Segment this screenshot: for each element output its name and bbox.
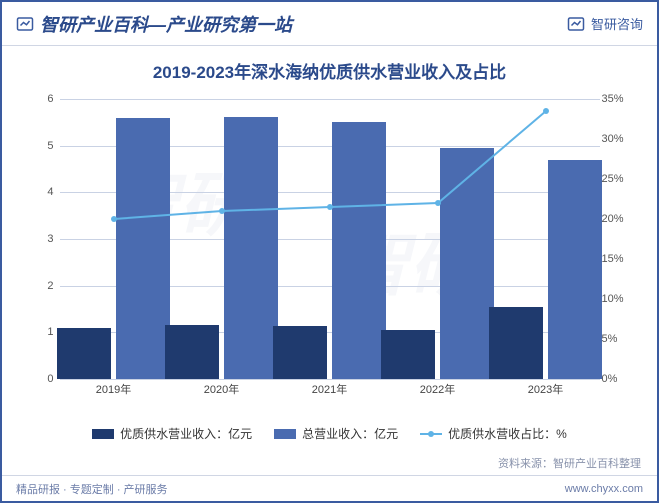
footer-right: www.chyxx.com <box>565 483 643 495</box>
header: 智研产业百科—产业研究第一站 智研咨询 <box>2 2 657 46</box>
footer: 精品研报 · 专题定制 · 产研服务 www.chyxx.com <box>2 475 657 501</box>
legend-label-bar1: 优质供水营业收入：亿元 <box>120 425 252 442</box>
legend-label-bar2: 总营业收入：亿元 <box>302 425 398 442</box>
line-point <box>543 108 549 114</box>
line-point <box>435 200 441 206</box>
ytick-left: 2 <box>24 280 54 292</box>
footer-left: 精品研报 · 专题定制 · 产研服务 <box>16 481 168 497</box>
legend-swatch-bar1 <box>92 429 114 439</box>
ytick-left: 0 <box>24 373 54 385</box>
ytick-left: 5 <box>24 140 54 152</box>
legend-swatch-bar2 <box>274 429 296 439</box>
ytick-right: 5% <box>602 333 638 345</box>
header-left: 智研产业百科—产业研究第一站 <box>16 11 292 37</box>
header-title: 智研产业百科—产业研究第一站 <box>40 11 292 37</box>
line-layer <box>60 99 600 379</box>
ytick-right: 35% <box>602 93 638 105</box>
y-axis-right: 0%5%10%15%20%25%30%35% <box>600 99 640 379</box>
line-point <box>111 216 117 222</box>
xtick: 2019年 <box>96 381 131 397</box>
legend-item-bar1: 优质供水营业收入：亿元 <box>92 425 252 442</box>
line-point <box>327 204 333 210</box>
line-ratio <box>114 111 546 219</box>
xtick: 2022年 <box>420 381 455 397</box>
ytick-left: 1 <box>24 326 54 338</box>
brand-label: 智研咨询 <box>591 14 643 33</box>
y-axis-left: 0123456 <box>20 99 56 379</box>
xtick: 2021年 <box>312 381 347 397</box>
ytick-left: 4 <box>24 186 54 198</box>
source-line: 资料来源：智研产业百科整理 <box>498 455 641 471</box>
brand-icon <box>567 15 585 33</box>
ytick-left: 6 <box>24 93 54 105</box>
chart-area: 智研 智研 0123456 0%5%10%15%20%25%30%35% 201… <box>20 89 640 419</box>
line-point <box>219 208 225 214</box>
logo-icon <box>16 15 34 33</box>
chart-container: 智研产业百科—产业研究第一站 智研咨询 2019-2023年深水海纳优质供水营业… <box>0 0 659 503</box>
legend-item-bar2: 总营业收入：亿元 <box>274 425 398 442</box>
ytick-right: 25% <box>602 173 638 185</box>
ytick-right: 0% <box>602 373 638 385</box>
chart-title: 2019-2023年深水海纳优质供水营业收入及占比 <box>2 46 657 89</box>
xtick: 2023年 <box>528 381 563 397</box>
header-brand: 智研咨询 <box>567 14 643 33</box>
ytick-right: 20% <box>602 213 638 225</box>
ytick-right: 15% <box>602 253 638 265</box>
ytick-right: 10% <box>602 293 638 305</box>
x-axis: 2019年 2020年 2021年 2022年 2023年 <box>60 381 600 401</box>
legend-label-line: 优质供水营收占比：% <box>448 425 567 442</box>
plot-area <box>60 99 600 379</box>
legend: 优质供水营业收入：亿元 总营业收入：亿元 优质供水营收占比：% <box>2 419 657 446</box>
legend-swatch-line <box>420 433 442 435</box>
ytick-right: 30% <box>602 133 638 145</box>
legend-item-line: 优质供水营收占比：% <box>420 425 567 442</box>
xtick: 2020年 <box>204 381 239 397</box>
ytick-left: 3 <box>24 233 54 245</box>
